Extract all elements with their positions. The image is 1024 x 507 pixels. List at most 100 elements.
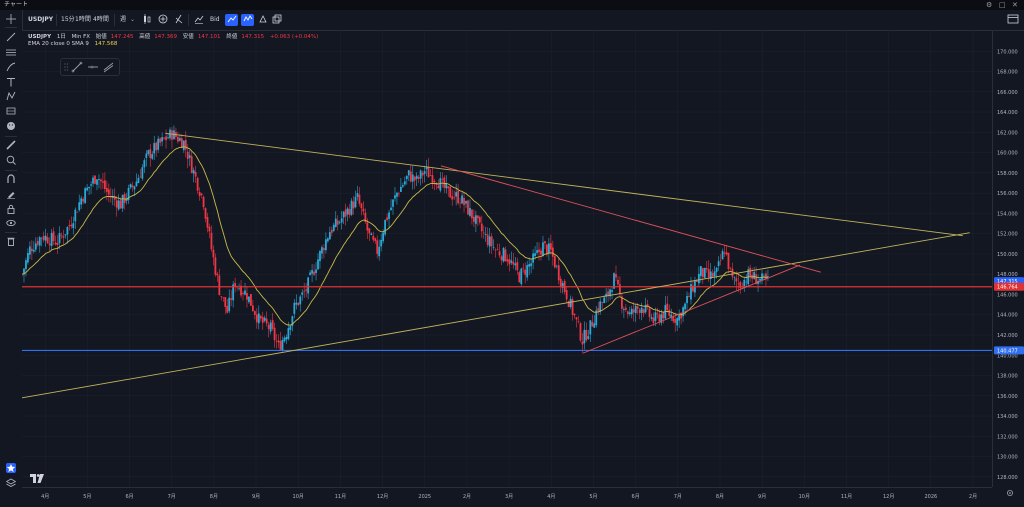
brush-icon[interactable] (6, 62, 16, 72)
time-axis[interactable]: 4月 5月 6月 7月 8月 9月 10月 11月 12月 2025 2月 3月 4月 5月 6月 7月 8月 9… (22, 487, 992, 502)
candle-body (313, 271, 315, 275)
candle-body (386, 217, 388, 221)
candle-body (613, 273, 615, 289)
candle-body (745, 281, 748, 283)
chart-canvas[interactable] (22, 31, 992, 487)
draw-mode-icon[interactable] (6, 189, 16, 199)
layout-icon[interactable] (272, 14, 282, 26)
symbol-search[interactable]: USDJPY (28, 16, 54, 23)
trend-line-icon[interactable] (6, 32, 16, 42)
interval-weekly[interactable]: 週 (120, 16, 127, 23)
candle-body (145, 153, 148, 158)
close-icon[interactable]: ✕ (1012, 1, 1018, 9)
time-tick-label: 5月 (83, 494, 91, 500)
candle-body (435, 183, 438, 186)
price-tick-label: 132.000 (997, 434, 1018, 440)
toolbar-divider (5, 27, 17, 28)
price-tick-label: 140.000 (997, 353, 1018, 359)
time-tick-label: 5月 (589, 494, 597, 500)
candle-body (561, 283, 564, 288)
candle-body (265, 318, 268, 324)
horizontal-ray-icon[interactable] (88, 65, 98, 69)
time-tick-label: 9月 (252, 494, 260, 500)
eye-icon[interactable] (6, 218, 16, 228)
candle-body (506, 259, 509, 262)
magnet-icon[interactable] (6, 174, 16, 184)
candle-body (565, 290, 568, 300)
candle-body (482, 232, 485, 234)
ruler-icon[interactable] (6, 140, 16, 150)
candle-body (287, 328, 290, 339)
interval-4h[interactable]: 4時間 (93, 16, 109, 23)
line-chart-icon[interactable] (225, 14, 238, 26)
candle-body (660, 314, 663, 323)
price-tick-label: 146.000 (997, 292, 1018, 298)
chart-settings-icon[interactable] (1006, 489, 1014, 499)
candle-body (261, 317, 264, 323)
candle-body (194, 171, 197, 177)
candle-body (202, 196, 205, 208)
trend-line-tool-icon[interactable] (71, 61, 83, 73)
candle-body (151, 154, 154, 159)
zoom-in-icon[interactable] (6, 155, 16, 165)
candle-body (540, 250, 542, 255)
compare-icon[interactable] (194, 14, 204, 26)
toolbar-divider (114, 14, 115, 26)
measure-icon[interactable] (6, 106, 16, 116)
candle-body (285, 336, 288, 340)
candle-body (692, 285, 694, 292)
interval-15m[interactable]: 15分 (61, 16, 75, 23)
trend-lines (22, 132, 970, 399)
trash-icon[interactable] (6, 236, 16, 246)
candle-body (508, 259, 511, 265)
time-tick-label: 10月 (799, 494, 810, 500)
candle-body (263, 317, 266, 321)
candle-body (405, 175, 408, 180)
drag-handle-icon[interactable] (64, 63, 69, 71)
candle-body (44, 235, 47, 241)
candle-body (534, 253, 536, 256)
maximize-icon[interactable]: □ (999, 1, 1006, 9)
candle-body (163, 137, 165, 139)
candle-body (469, 208, 471, 216)
price-tick-label: 150.000 (997, 252, 1018, 258)
lock-icon[interactable] (6, 204, 16, 214)
candle-body (340, 218, 343, 223)
function-icon[interactable] (174, 14, 184, 26)
candle-body (277, 340, 280, 343)
horizontal-lines-icon[interactable] (6, 47, 16, 57)
candle-body (257, 313, 260, 324)
price-axis[interactable]: 128.000 130.000 132.000 134.000 136.000 138.0… (992, 31, 1024, 487)
settings-icon[interactable]: ⚙ (986, 1, 993, 9)
candle-body (251, 305, 254, 312)
legend-low-label: 安値 (182, 34, 194, 40)
candle-body (666, 303, 669, 311)
add-indicator-icon[interactable] (158, 14, 168, 26)
emoji-icon[interactable] (6, 121, 16, 131)
area-icon[interactable] (241, 14, 254, 26)
crosshair-icon[interactable] (6, 14, 16, 24)
candle-body (121, 194, 124, 209)
tradingview-logo[interactable] (30, 474, 44, 485)
price-chart[interactable] (22, 31, 992, 487)
price-tick-label: 128.000 (997, 475, 1018, 481)
candle-body (192, 170, 195, 174)
candle-body (66, 227, 69, 235)
bid-label[interactable]: Bid (210, 16, 220, 23)
fullscreen-icon[interactable] (1007, 14, 1019, 26)
candle-body (530, 263, 533, 267)
candles-icon[interactable] (142, 14, 152, 26)
alert-icon[interactable] (258, 14, 268, 26)
parallel-channel-icon[interactable] (103, 62, 114, 73)
favorites-icon[interactable] (6, 463, 16, 473)
candle-body (364, 212, 367, 223)
chevron-down-icon[interactable]: ⌄ (130, 16, 136, 23)
candle-body (307, 277, 310, 294)
candle-body (214, 257, 217, 275)
candle-body (467, 200, 469, 215)
time-tick-label: 2025 (418, 494, 431, 500)
pattern-icon[interactable] (6, 91, 16, 101)
interval-1h[interactable]: 1時間 (75, 16, 91, 23)
text-tool-icon[interactable] (6, 77, 16, 87)
layers-icon[interactable] (5, 478, 17, 488)
